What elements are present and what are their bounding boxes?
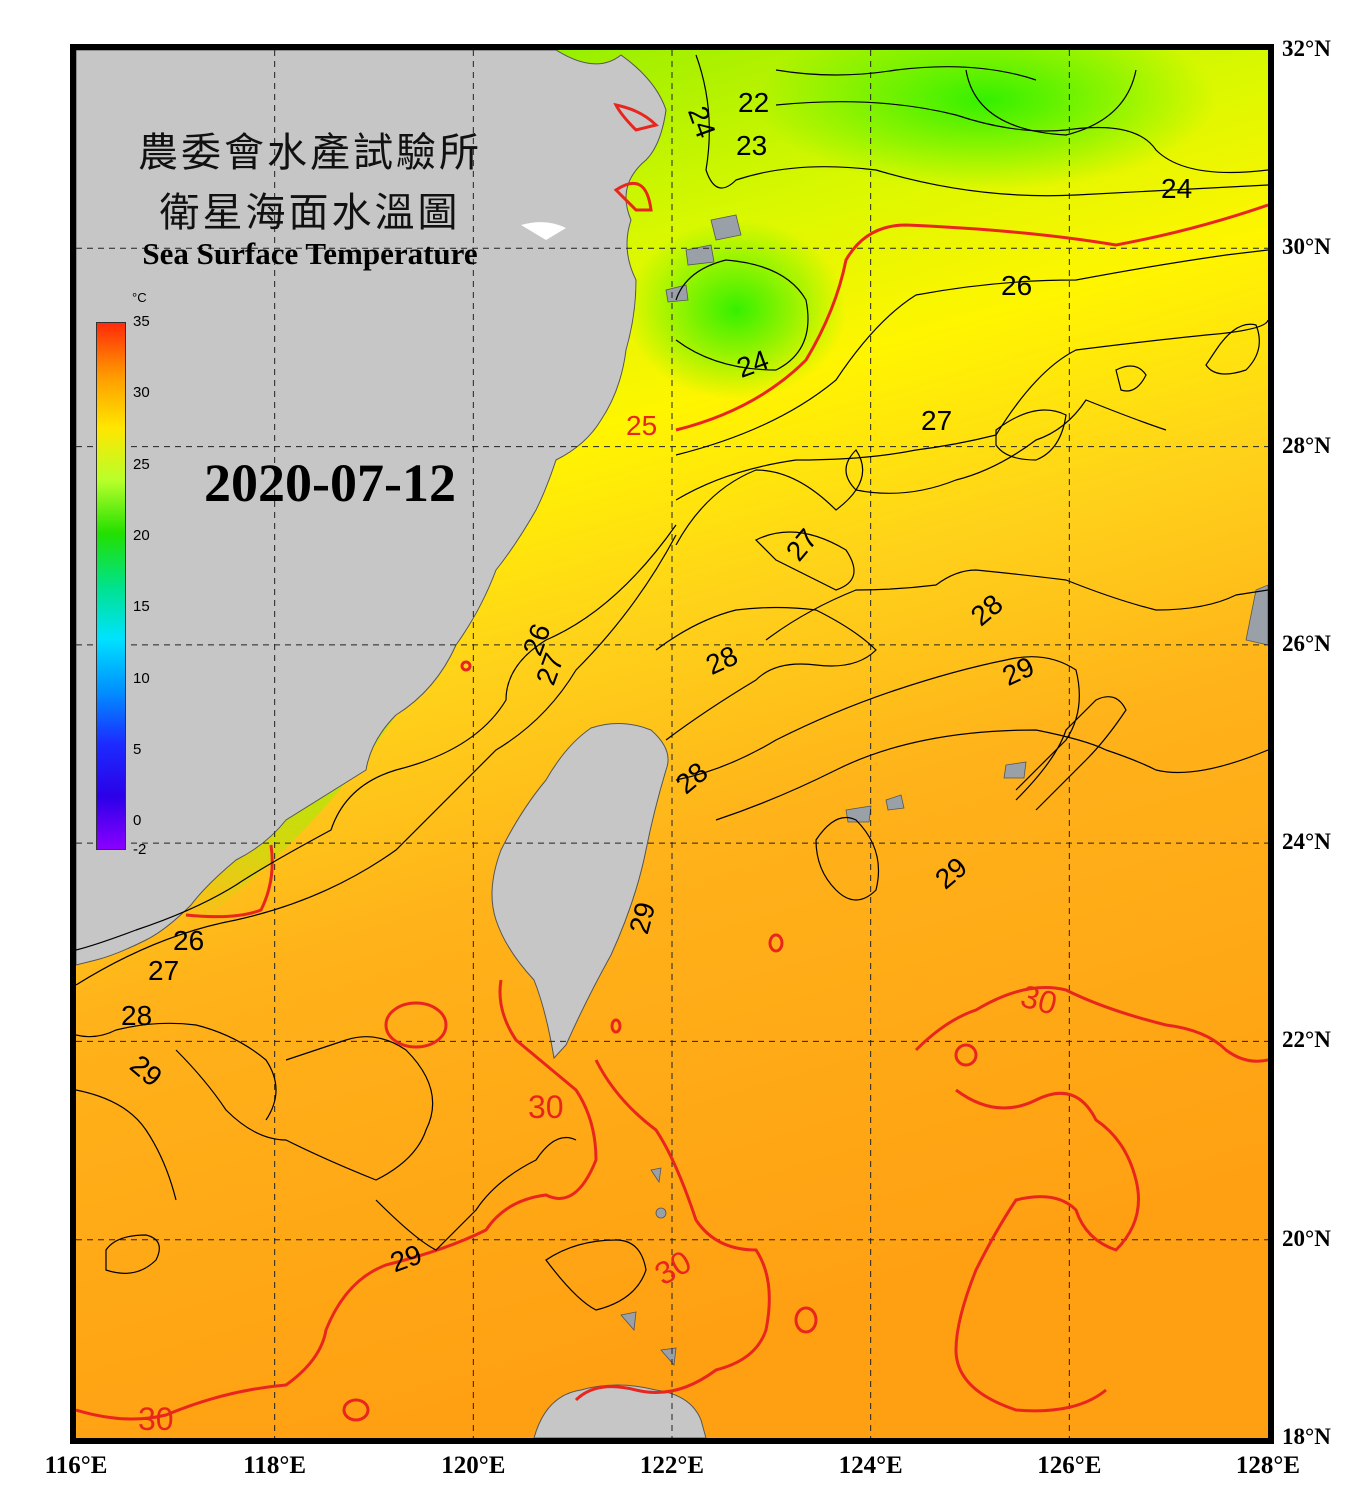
contour-25	[675, 203, 1268, 432]
lon-label-124: 124°E	[838, 1452, 903, 1479]
contour-label-24b: 24	[1161, 173, 1192, 204]
contour-label-30d: 30	[138, 1401, 174, 1437]
colorbar-tick-5: 5	[133, 741, 142, 759]
sst-map: 22 23 24 24 24 25 26 26 26 27 27 27 27 2…	[70, 44, 1274, 1444]
highlight-contours	[76, 102, 1268, 1422]
lon-label-126: 126°E	[1037, 1452, 1102, 1479]
contour-label-27a: 27	[921, 405, 952, 436]
contour-30-west	[76, 979, 598, 1421]
contour-30-center	[574, 1059, 771, 1402]
title-chinese-line2: 衛星海面水溫圖	[159, 190, 461, 236]
lat-label-24: 24°N	[1282, 829, 1331, 855]
colorbar-tick-20: 20	[133, 527, 150, 545]
contour-label-28d: 28	[121, 1000, 152, 1031]
colorbar-unit: °C	[132, 290, 147, 305]
contour-25-south	[185, 844, 274, 919]
yangtze-estuary-feature	[521, 222, 566, 240]
small-islands	[620, 214, 1268, 1366]
colorbar-tick-15: 15	[133, 598, 150, 616]
lat-label-28: 28°N	[1282, 432, 1331, 458]
contour-25-north	[613, 102, 659, 132]
contour-label-26a: 26	[1001, 270, 1032, 301]
colorbar-tick-10: 10	[133, 669, 150, 687]
title-english: Sea Surface Temperature	[142, 236, 478, 271]
contour-25-coast	[613, 181, 653, 212]
contour-label-22: 22	[738, 87, 769, 118]
colorbar-tick-35: 35	[133, 313, 150, 330]
contour-label-25: 25	[626, 410, 657, 441]
lon-label-120: 120°E	[441, 1452, 506, 1479]
lon-label-122: 122°E	[639, 1452, 705, 1479]
date-label: 2020-07-12	[204, 453, 456, 513]
china-mainland	[76, 50, 667, 966]
colorbar-tick-25: 25	[133, 455, 150, 473]
lat-label-22: 22°N	[1282, 1027, 1331, 1053]
lat-label-18: 18°N	[1282, 1424, 1331, 1449]
colorbar-tick-30: 30	[133, 384, 150, 402]
lon-label-128: 128°E	[1235, 1452, 1301, 1479]
colorbar	[96, 322, 126, 850]
contour-30-east	[914, 986, 1268, 1063]
contour-30-east-loop	[954, 1088, 1140, 1413]
temperature-contours	[76, 54, 1268, 1311]
contour-label-27d: 27	[148, 955, 179, 986]
lat-label-30: 30°N	[1282, 234, 1331, 260]
lat-label-26: 26°N	[1282, 630, 1331, 656]
lon-label-118: 118°E	[243, 1452, 307, 1479]
lon-label-116: 116°E	[44, 1452, 108, 1479]
taiwan-island	[491, 723, 669, 1060]
title-chinese-line1: 農委會水產試驗所	[138, 130, 482, 176]
lat-label-20: 20°N	[1282, 1225, 1331, 1251]
contour-label-30b: 30	[528, 1089, 564, 1125]
sst-map-canvas: 22 23 24 24 24 25 26 26 26 27 27 27 27 2…	[76, 50, 1268, 1438]
contour-label-26c: 26	[173, 925, 204, 956]
contour-label-23: 23	[736, 130, 767, 161]
cold-water-patch-zhoushan	[626, 220, 846, 400]
lat-lon-grid	[76, 50, 1268, 1438]
lat-label-32: 32°N	[1282, 36, 1331, 61]
colorbar-tick--2: -2	[133, 841, 147, 858]
colorbar-tick-0: 0	[133, 812, 142, 830]
